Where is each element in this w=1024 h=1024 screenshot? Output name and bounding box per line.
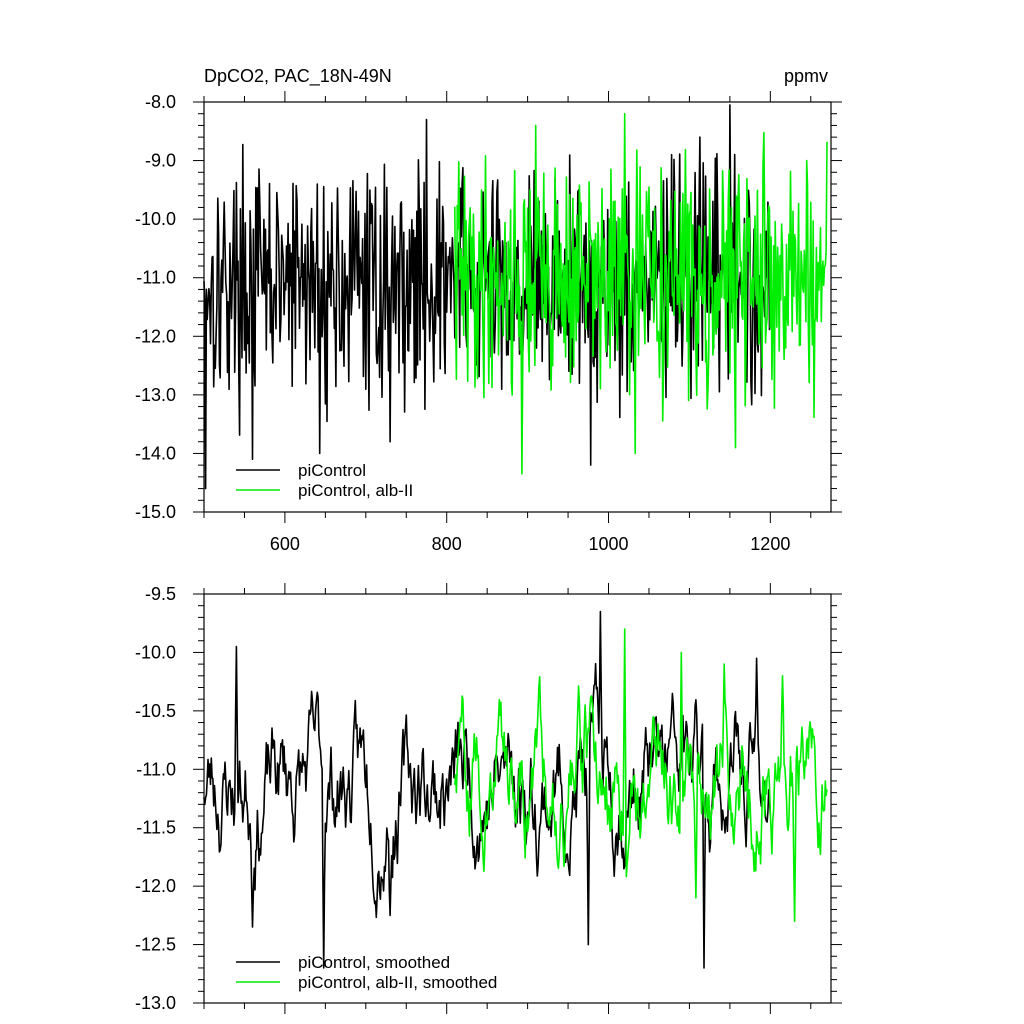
top-legend: piControl piControl, alb-II [236, 461, 413, 500]
bottom-plot-frame [203, 593, 832, 1004]
top-series-line-picontrol-alb-ii [454, 112, 828, 475]
y-tick-label: -14.0 [135, 443, 176, 463]
legend-label-picontrol-alb-ii: piControl, alb-II [298, 481, 413, 500]
y-tick-label: -10.5 [135, 701, 176, 721]
x-tick-label: 1000 [588, 534, 628, 554]
y-tick-label: -9.0 [145, 151, 176, 171]
y-tick-label: -11.0 [136, 759, 176, 779]
y-tick-label: -12.0 [135, 876, 176, 896]
x-tick-label: 1200 [750, 534, 790, 554]
y-tick-label: -9.5 [145, 584, 176, 604]
x-tick-label: 800 [432, 534, 462, 554]
top-panel: DpCO2, PAC_18N-49N ppmv 600 800 1000 1200 -1… [135, 66, 842, 554]
top-axis-ticks: 600 800 1000 1200 -15.0 -14.0 -13.0 -12.0 -11.0 -… [135, 91, 842, 554]
top-series-line-picontrol [203, 104, 772, 490]
top-plot-frame [203, 101, 832, 513]
y-tick-label: -12.0 [135, 326, 176, 346]
units-label: ppmv [784, 66, 828, 86]
legend-label-picontrol-smoothed: piControl, smoothed [298, 953, 450, 972]
legend-label-picontrol: piControl [298, 461, 366, 480]
x-tick-label: 600 [270, 534, 300, 554]
bottom-series-line-picontrol [203, 610, 772, 969]
bottom-panel: -13.0-12.5-12.0-11.5-11.0-10.5-10.0-9.5 … [135, 583, 842, 1014]
top-series-group [203, 104, 828, 490]
bottom-axis-ticks: -13.0 -12.5 -12.0 -11.5 -11.0 -10.5 -10.0 -9.5 [135, 583, 842, 1014]
y-tick-label: -13.0 [135, 385, 176, 405]
y-tick-label: -15.0 [135, 502, 176, 522]
bottom-series-line-picontrol-alb-ii [454, 628, 828, 922]
y-tick-label: -11.0 [136, 268, 176, 288]
legend-label-picontrol-alb-ii-smoothed: piControl, alb-II, smoothed [298, 973, 497, 992]
y-tick-label: -11.5 [136, 818, 176, 838]
y-tick-label: -13.0 [135, 993, 176, 1013]
y-tick-label: -12.5 [135, 935, 176, 955]
y-tick-label: -8.0 [145, 92, 176, 112]
chart-title: DpCO2, PAC_18N-49N [204, 66, 392, 87]
y-tick-label: -10.0 [135, 209, 176, 229]
bottom-series-group [203, 610, 828, 969]
bottom-legend: piControl, smoothed piControl, alb-II, s… [236, 953, 497, 992]
y-tick-label: -10.0 [135, 642, 176, 662]
